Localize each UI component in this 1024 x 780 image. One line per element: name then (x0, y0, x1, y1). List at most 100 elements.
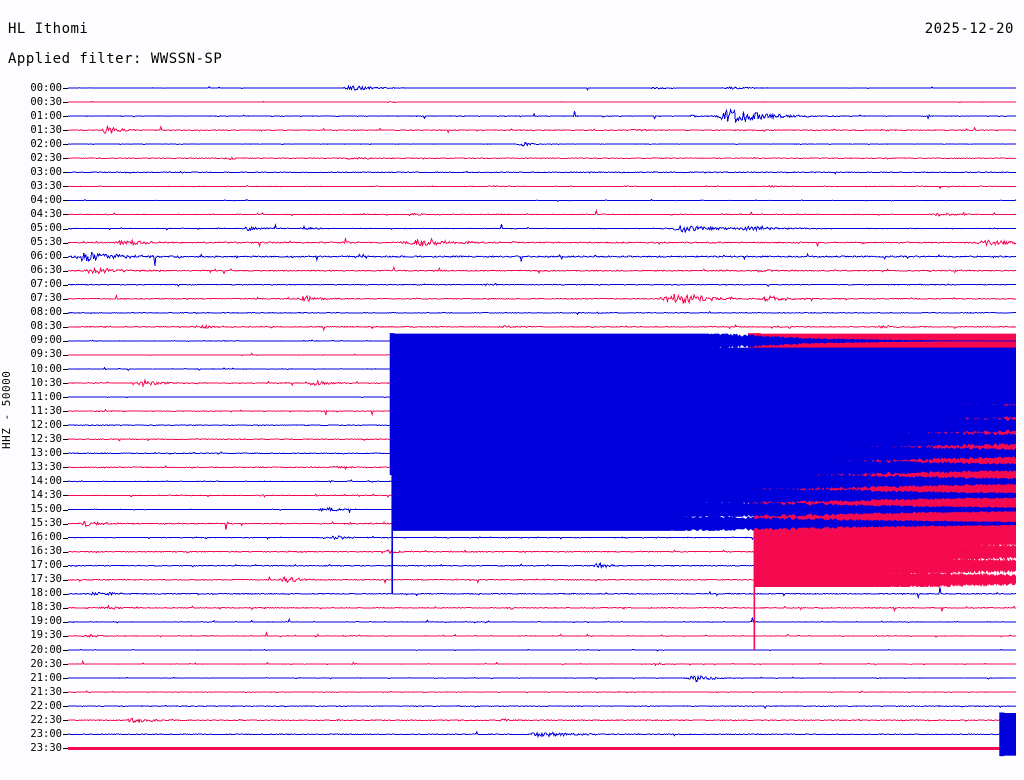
event-major-red-event (754, 572, 1016, 588)
time-tick-mark (63, 116, 68, 118)
trace-row (68, 717, 1016, 724)
event-late-blue-event (1001, 712, 1016, 728)
time-tick-mark (63, 130, 68, 132)
time-tick-label: 08:30 (30, 320, 62, 333)
event-major-blue-event (389, 333, 395, 476)
trace-row (68, 223, 1016, 234)
time-tick-mark (63, 242, 68, 244)
event-major-blue-event (392, 474, 1016, 489)
time-tick-label: 07:00 (30, 278, 62, 291)
time-tick-label: 15:00 (30, 503, 62, 515)
time-tick-mark (63, 734, 68, 736)
time-tick-label: 21:00 (30, 671, 62, 684)
event-major-blue-event (392, 431, 1016, 447)
trace-row (68, 324, 1016, 332)
time-tick-label: 22:00 (30, 699, 62, 712)
time-tick-mark (63, 579, 68, 581)
time-tick-label: 00:00 (30, 81, 62, 94)
time-tick-mark (63, 453, 68, 455)
time-tick-label: 12:00 (30, 418, 62, 431)
time-tick-mark (63, 354, 68, 356)
time-tick-label: 06:00 (30, 250, 62, 263)
time-tick-mark (63, 748, 68, 750)
time-tick-mark (63, 593, 68, 595)
time-tick-mark (63, 664, 68, 666)
trace-row (68, 236, 1016, 248)
time-tick-label: 18:30 (30, 601, 62, 614)
time-tick-mark (63, 495, 68, 497)
trace-row (68, 141, 1016, 147)
trace-row (68, 659, 1016, 667)
trace-row (68, 170, 1016, 175)
time-tick-mark (63, 607, 68, 609)
trace-row (68, 100, 1016, 104)
event-major-blue-event (392, 445, 1016, 461)
time-tick-label: 13:00 (30, 446, 62, 459)
time-tick-mark (63, 635, 68, 637)
trace-row (68, 690, 1016, 694)
event-major-blue-event (392, 516, 1016, 531)
applied-filter-label: Applied filter: WWSSN-SP (8, 51, 223, 67)
seismogram-canvas (68, 84, 1016, 757)
event-major-blue-event (392, 502, 1016, 517)
trace-row (68, 156, 1016, 161)
time-tick-mark (63, 439, 68, 441)
time-tick-mark (63, 425, 68, 427)
time-tick-mark (63, 481, 68, 483)
trace-row (68, 265, 1016, 275)
time-tick-mark (63, 312, 68, 314)
event-major-blue-event (392, 375, 1016, 391)
event-major-blue-event (392, 417, 1016, 433)
trace-row (68, 586, 1016, 600)
time-tick-mark (63, 411, 68, 413)
time-tick-label: 02:00 (30, 137, 62, 150)
time-tick-mark (63, 144, 68, 146)
event-major-blue-event (392, 361, 1016, 377)
event-major-blue-event (392, 333, 1016, 349)
time-tick-mark (63, 228, 68, 230)
trace-row (68, 198, 1016, 202)
event-late-blue-event (1001, 726, 1016, 742)
time-tick-mark (63, 340, 68, 342)
time-tick-label: 23:30 (30, 741, 62, 754)
time-tick-label: 04:30 (30, 207, 62, 220)
time-tick-mark (63, 158, 68, 160)
trace-row (68, 107, 1016, 123)
trace-row (68, 311, 1016, 316)
time-tick-mark (63, 467, 68, 469)
trace-row (68, 84, 1016, 92)
time-tick-mark (63, 369, 68, 370)
time-tick-label: 11:00 (30, 390, 62, 403)
event-major-blue-event (392, 389, 1016, 405)
time-tick-label: 21:30 (30, 685, 62, 698)
time-tick-label: 10:30 (30, 376, 62, 389)
time-tick-label: 19:30 (30, 629, 62, 642)
time-tick-label: 02:30 (30, 151, 62, 164)
time-tick-label: 20:30 (30, 657, 62, 670)
time-tick-label: 19:00 (30, 615, 62, 628)
time-tick-mark (63, 270, 68, 272)
trace-row (68, 251, 1016, 266)
time-tick-mark (63, 298, 68, 300)
time-tick-label: 18:00 (30, 587, 62, 600)
time-tick-mark (63, 383, 68, 385)
time-tick-label: 00:30 (30, 95, 62, 108)
trace-row (68, 124, 1016, 134)
time-tick-mark (63, 720, 68, 722)
time-tick-label: 05:30 (30, 236, 62, 249)
time-tick-label: 16:00 (30, 531, 62, 544)
time-tick-label: 09:00 (30, 334, 62, 347)
event-late-blue-event (1001, 741, 1016, 756)
time-tick-mark (63, 551, 68, 553)
time-tick-label: 17:00 (30, 559, 62, 572)
time-tick-label: 05:00 (30, 222, 62, 234)
event-major-blue-event (391, 475, 394, 594)
time-tick-label: 07:30 (30, 292, 62, 305)
time-tick-label: 03:00 (30, 165, 62, 178)
time-tick-mark (63, 650, 68, 651)
event-major-blue-event (392, 403, 1016, 419)
time-tick-mark (63, 256, 68, 258)
time-tick-mark (63, 186, 68, 188)
seismogram-plot (68, 82, 1016, 766)
time-tick-label: 04:00 (30, 193, 62, 206)
